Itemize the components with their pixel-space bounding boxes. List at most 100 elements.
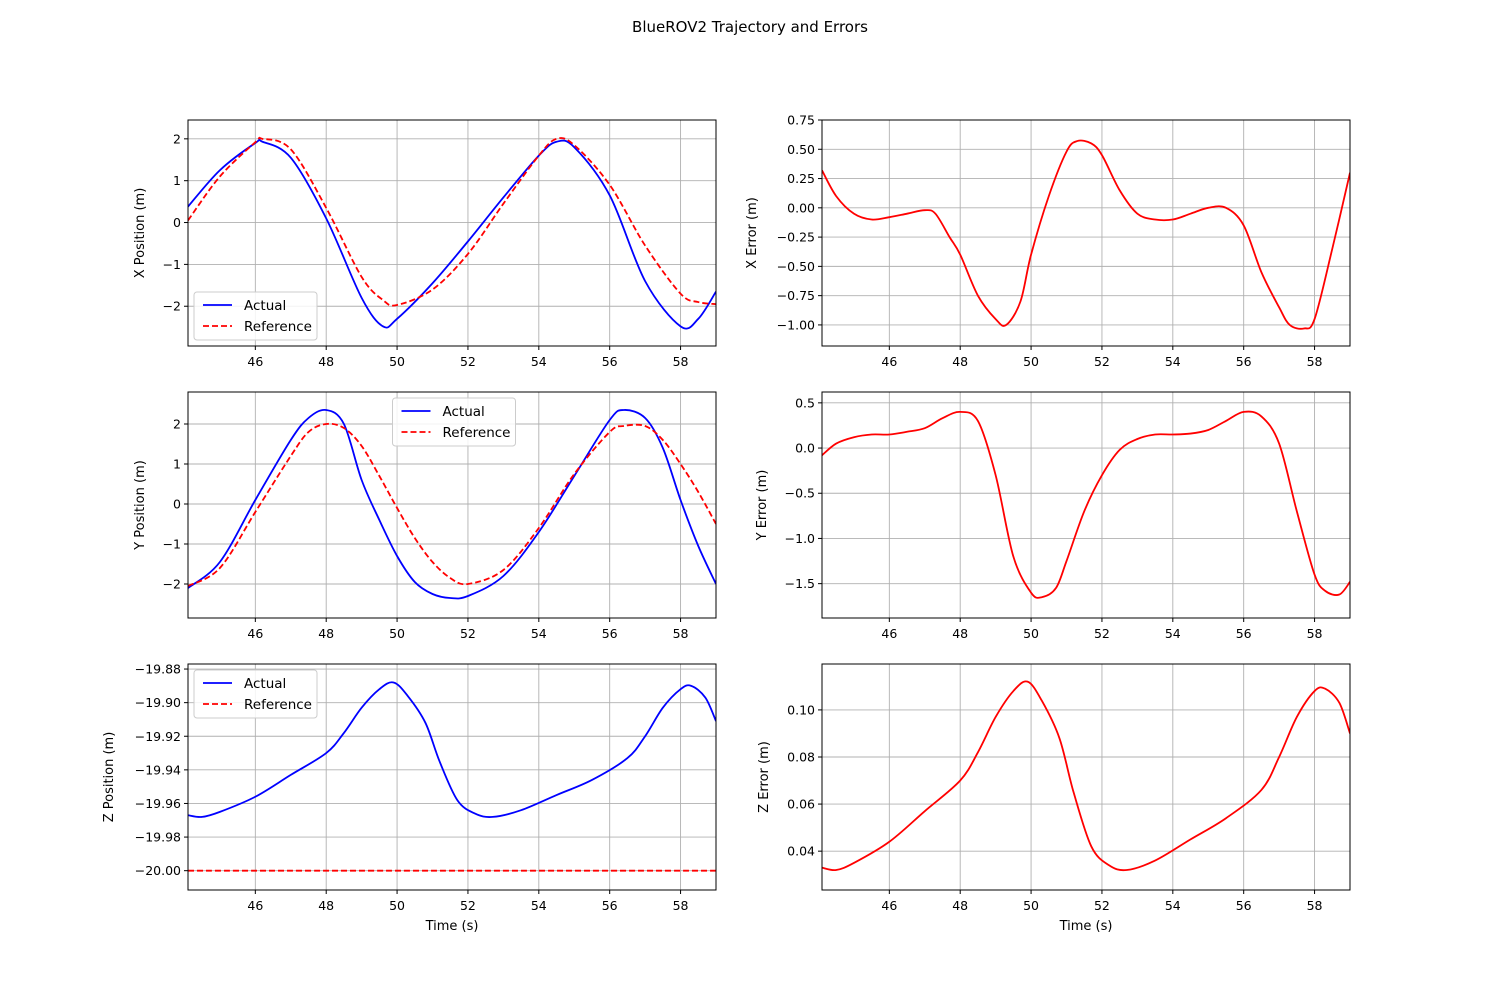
x-position-xtick-label-4: 54 bbox=[531, 354, 547, 369]
y-error-xtick-label-0: 46 bbox=[881, 626, 897, 641]
z-position-frame bbox=[187, 663, 717, 891]
y-position-legend-label-1: Reference bbox=[443, 425, 511, 441]
z-error-xtick-label-0: 46 bbox=[881, 898, 897, 913]
x-error-series-group bbox=[822, 139, 1350, 330]
y-position-xtick-label-1: 48 bbox=[318, 626, 334, 641]
y-position-xtick-label-2: 50 bbox=[389, 626, 405, 641]
z-position-xtick-label-5: 56 bbox=[602, 898, 618, 913]
x-position-ytick-label-0: −2 bbox=[163, 299, 181, 314]
x-error-ylabel: X Error (m) bbox=[745, 197, 760, 269]
z-position-xlabel: Time (s) bbox=[425, 919, 479, 934]
z-position-xtick-label-2: 50 bbox=[389, 898, 405, 913]
y-error-xtick-label-4: 54 bbox=[1165, 626, 1181, 641]
x-error-ytick-label-6: 0.50 bbox=[787, 142, 815, 157]
z-error-frame bbox=[821, 663, 1351, 891]
x-error-ytick-label-5: 0.25 bbox=[787, 171, 815, 186]
x-error-ytick-label-4: 0.00 bbox=[787, 200, 815, 215]
x-error-ytick-label-0: −1.00 bbox=[777, 317, 815, 332]
y-position-ytick-label-3: 1 bbox=[173, 457, 181, 472]
y-error-ytick-label-0: −1.5 bbox=[785, 576, 815, 591]
x-error-xtick-label-6: 58 bbox=[1307, 354, 1323, 369]
x-position-xtick-label-3: 52 bbox=[460, 354, 476, 369]
z-position-legend: Actual Reference bbox=[193, 669, 318, 719]
z-error-xtick-label-3: 52 bbox=[1094, 898, 1110, 913]
y-error-ytick-label-2: −0.5 bbox=[785, 486, 815, 501]
z-position-xtick-label-0: 46 bbox=[247, 898, 263, 913]
x-error-xtick-label-2: 50 bbox=[1023, 354, 1039, 369]
x-position-xtick-label-6: 58 bbox=[673, 354, 689, 369]
y-position-ytick-label-2: 0 bbox=[173, 497, 181, 512]
y-position-legend: Actual Reference bbox=[392, 397, 516, 447]
x-position-series-group bbox=[188, 136, 716, 330]
x-position-legend-label-0: Actual bbox=[244, 298, 286, 314]
y-error-series-line-0 bbox=[822, 410, 1350, 599]
y-position-ytick-label-0: −2 bbox=[163, 577, 181, 592]
y-position-ytick-label-4: 2 bbox=[173, 417, 181, 432]
x-position-legend: Actual Reference bbox=[193, 291, 318, 341]
x-error-ytick-label-1: −0.75 bbox=[777, 288, 815, 303]
x-error-xtick-label-3: 52 bbox=[1094, 354, 1110, 369]
z-position-ytick-label-2: −19.96 bbox=[135, 796, 181, 811]
x-position-panel: 46 48 50 52 54 56 58 −2 −1 0 1 2 X Position (m) Actua… bbox=[133, 119, 717, 369]
x-error-panel: 46 48 50 52 54 56 58 −1.00 −0.75 −0.50 −0.25 0.00 0.… bbox=[745, 113, 1351, 369]
y-error-frame bbox=[821, 391, 1351, 619]
x-position-series-actual-0 bbox=[188, 138, 716, 330]
z-position-ytick-label-0: −20.00 bbox=[135, 863, 181, 878]
y-error-ylabel: Y Error (m) bbox=[755, 470, 770, 542]
y-error-panel: 46 48 50 52 54 56 58 −1.5 −1.0 −0.5 0.0 0.5 Y Error … bbox=[755, 391, 1351, 641]
z-error-series-line-0 bbox=[822, 680, 1350, 872]
y-position-xtick-label-6: 58 bbox=[673, 626, 689, 641]
y-position-panel: 46 48 50 52 54 56 58 −2 −1 0 1 2 Y Position (m) Actua… bbox=[133, 391, 717, 641]
y-position-xtick-label-0: 46 bbox=[247, 626, 263, 641]
y-position-xtick-label-4: 54 bbox=[531, 626, 547, 641]
z-position-xtick-label-1: 48 bbox=[318, 898, 334, 913]
z-error-ytick-label-1: 0.06 bbox=[787, 797, 815, 812]
y-error-series-group bbox=[822, 410, 1350, 599]
figure-title: BlueROV2 Trajectory and Errors bbox=[632, 18, 868, 36]
subplot-grid: 46 48 50 52 54 56 58 −2 −1 0 1 2 X Position (m) Actua… bbox=[102, 113, 1351, 934]
z-error-series-group bbox=[822, 680, 1350, 872]
x-position-ylabel: X Position (m) bbox=[133, 188, 148, 279]
z-error-xtick-label-6: 58 bbox=[1307, 898, 1323, 913]
z-error-xtick-label-4: 54 bbox=[1165, 898, 1181, 913]
z-error-xlabel: Time (s) bbox=[1059, 919, 1113, 934]
y-position-ylabel: Y Position (m) bbox=[133, 460, 148, 551]
y-error-ytick-label-1: −1.0 bbox=[785, 531, 815, 546]
y-position-ytick-label-1: −1 bbox=[163, 537, 181, 552]
y-error-xtick-label-1: 48 bbox=[952, 626, 968, 641]
x-error-series-line-0 bbox=[822, 139, 1350, 330]
z-error-xtick-label-2: 50 bbox=[1023, 898, 1039, 913]
y-position-legend-label-0: Actual bbox=[443, 404, 485, 420]
x-error-ytick-label-3: −0.25 bbox=[777, 230, 815, 245]
x-position-legend-box bbox=[193, 291, 318, 341]
x-position-xtick-label-2: 50 bbox=[389, 354, 405, 369]
y-position-xtick-label-5: 56 bbox=[602, 626, 618, 641]
z-position-legend-label-0: Actual bbox=[244, 676, 286, 692]
z-error-xtick-label-1: 48 bbox=[952, 898, 968, 913]
z-position-ytick-label-1: −19.98 bbox=[135, 830, 181, 845]
z-error-ylabel: Z Error (m) bbox=[757, 741, 772, 813]
x-error-ytick-label-2: −0.50 bbox=[777, 259, 815, 274]
y-position-xtick-label-3: 52 bbox=[460, 626, 476, 641]
z-error-xtick-label-5: 56 bbox=[1236, 898, 1252, 913]
z-position-series-actual-0 bbox=[188, 681, 716, 818]
z-position-ytick-label-4: −19.92 bbox=[135, 729, 181, 744]
z-error-ytick-label-0: 0.04 bbox=[787, 844, 815, 859]
z-position-ylabel: Z Position (m) bbox=[102, 732, 117, 823]
y-position-frame bbox=[187, 391, 717, 619]
y-error-xtick-label-2: 50 bbox=[1023, 626, 1039, 641]
y-error-xtick-label-6: 58 bbox=[1307, 626, 1323, 641]
z-position-legend-label-1: Reference bbox=[244, 697, 312, 713]
z-position-xtick-label-3: 52 bbox=[460, 898, 476, 913]
y-error-xtick-label-5: 56 bbox=[1236, 626, 1252, 641]
y-position-series-group bbox=[188, 408, 716, 600]
z-position-legend-box bbox=[193, 669, 318, 719]
y-position-series-actual-0 bbox=[188, 408, 716, 600]
x-position-xtick-label-0: 46 bbox=[247, 354, 263, 369]
x-position-ytick-label-2: 0 bbox=[173, 215, 181, 230]
z-position-xtick-label-4: 54 bbox=[531, 898, 547, 913]
x-error-frame bbox=[821, 119, 1351, 347]
x-position-ytick-label-3: 1 bbox=[173, 173, 181, 188]
y-error-ytick-label-4: 0.5 bbox=[795, 395, 815, 410]
